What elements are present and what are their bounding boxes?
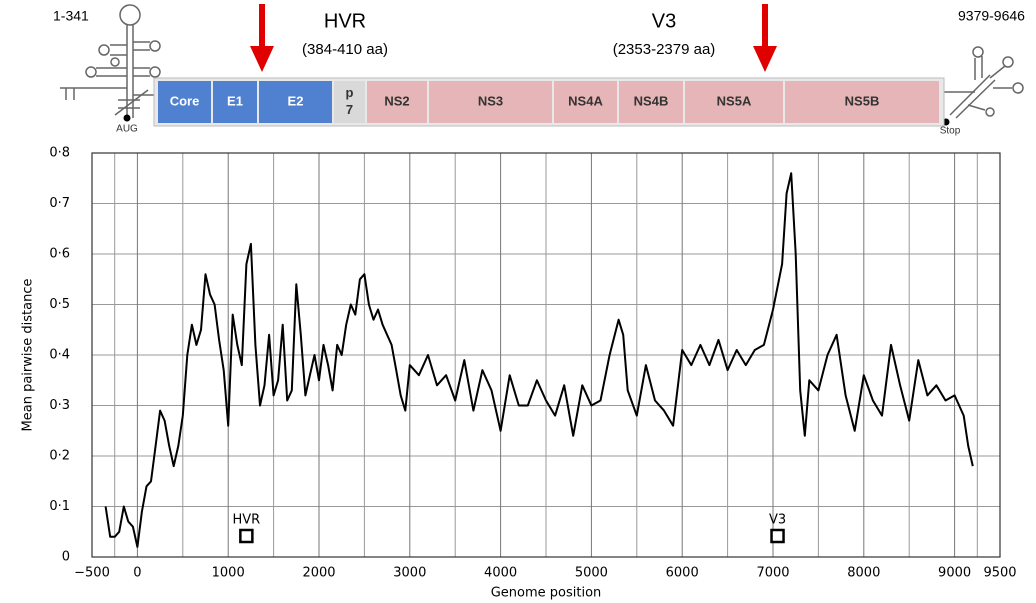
- segment: [334, 81, 365, 123]
- x-tick-label: 0: [133, 566, 141, 581]
- segment: [367, 81, 427, 123]
- annotation-label: V3: [769, 513, 786, 528]
- y-tick-label: 0·4: [49, 348, 70, 363]
- y-tick-label: 0: [62, 550, 70, 565]
- x-tick-label: −500: [74, 566, 110, 581]
- segment-label: NS3: [478, 93, 503, 108]
- utr5-structure: [60, 4, 161, 118]
- data-line: [104, 172, 974, 548]
- arrow: [753, 4, 777, 72]
- segment: [554, 81, 617, 123]
- plot-frame: [91, 152, 1001, 558]
- utr3-structure: [940, 46, 1024, 119]
- segment-label: E2: [288, 93, 304, 108]
- y-tick-label: 0·8: [49, 146, 70, 161]
- utr3-label: 9379-9646: [958, 8, 1025, 24]
- x-tick-label: 6000: [666, 566, 699, 581]
- segment: [619, 81, 683, 123]
- x-axis-label: Genome position: [491, 586, 602, 601]
- y-tick-label: 0·6: [49, 247, 70, 262]
- x-tick-label: 2000: [302, 566, 335, 581]
- segment-label: NS5B: [845, 93, 880, 108]
- y-tick-label: 0·1: [49, 499, 70, 514]
- aug-dot: [123, 114, 131, 122]
- region-range: (2353-2379 aa): [613, 41, 716, 58]
- stop-label: Stop: [940, 126, 961, 137]
- y-axis-label: Mean pairwise distance: [21, 279, 36, 432]
- segment: [213, 81, 257, 123]
- segment: [429, 81, 552, 123]
- segment-label: 7: [346, 102, 353, 117]
- segment: [785, 81, 939, 123]
- segments: Core E1 E2 p 7 NS2 NS3 NS4A NS4B NS5A NS5B: [158, 81, 939, 123]
- annotation-box: [770, 528, 785, 544]
- segment-label: E1: [227, 93, 243, 108]
- segment-label: NS4B: [634, 93, 669, 108]
- x-tick-label: 7000: [756, 566, 789, 581]
- y-tick-label: 0·5: [49, 297, 70, 312]
- segment-label: NS2: [384, 93, 409, 108]
- region-label: HVR: [324, 10, 366, 32]
- arrow: [250, 4, 274, 72]
- segment: [259, 81, 332, 123]
- segment-label: NS5A: [717, 93, 752, 108]
- segment: [685, 81, 783, 123]
- segment-label: p: [346, 85, 354, 100]
- x-tick-label: 9500: [983, 566, 1016, 581]
- x-tick-label: 9000: [938, 566, 971, 581]
- x-tick-label: 4000: [484, 566, 517, 581]
- region-range: (384-410 aa): [302, 41, 388, 58]
- x-tick-label: 3000: [393, 566, 426, 581]
- annotation-label: HVR: [233, 513, 261, 528]
- x-tick-label: 8000: [847, 566, 880, 581]
- segment-label: NS4A: [568, 93, 603, 108]
- segment-label: Core: [170, 93, 200, 108]
- annotation-box: [239, 528, 254, 544]
- aug-label: AUG: [116, 124, 138, 135]
- y-tick-label: 0·7: [49, 196, 70, 211]
- x-tick-label: 1000: [212, 566, 245, 581]
- utr5-label: 1-341: [53, 8, 89, 24]
- y-tick-label: 0·3: [49, 398, 70, 413]
- y-tick-label: 0·2: [49, 449, 70, 464]
- chart: 0 0·1 0·2 0·3 0·4 0·5 0·6 0·7 0·8 −500 0 1000 2000 30…: [21, 146, 1017, 601]
- x-tick-label: 5000: [575, 566, 608, 581]
- region-label: V3: [652, 10, 676, 32]
- segment: [158, 81, 211, 123]
